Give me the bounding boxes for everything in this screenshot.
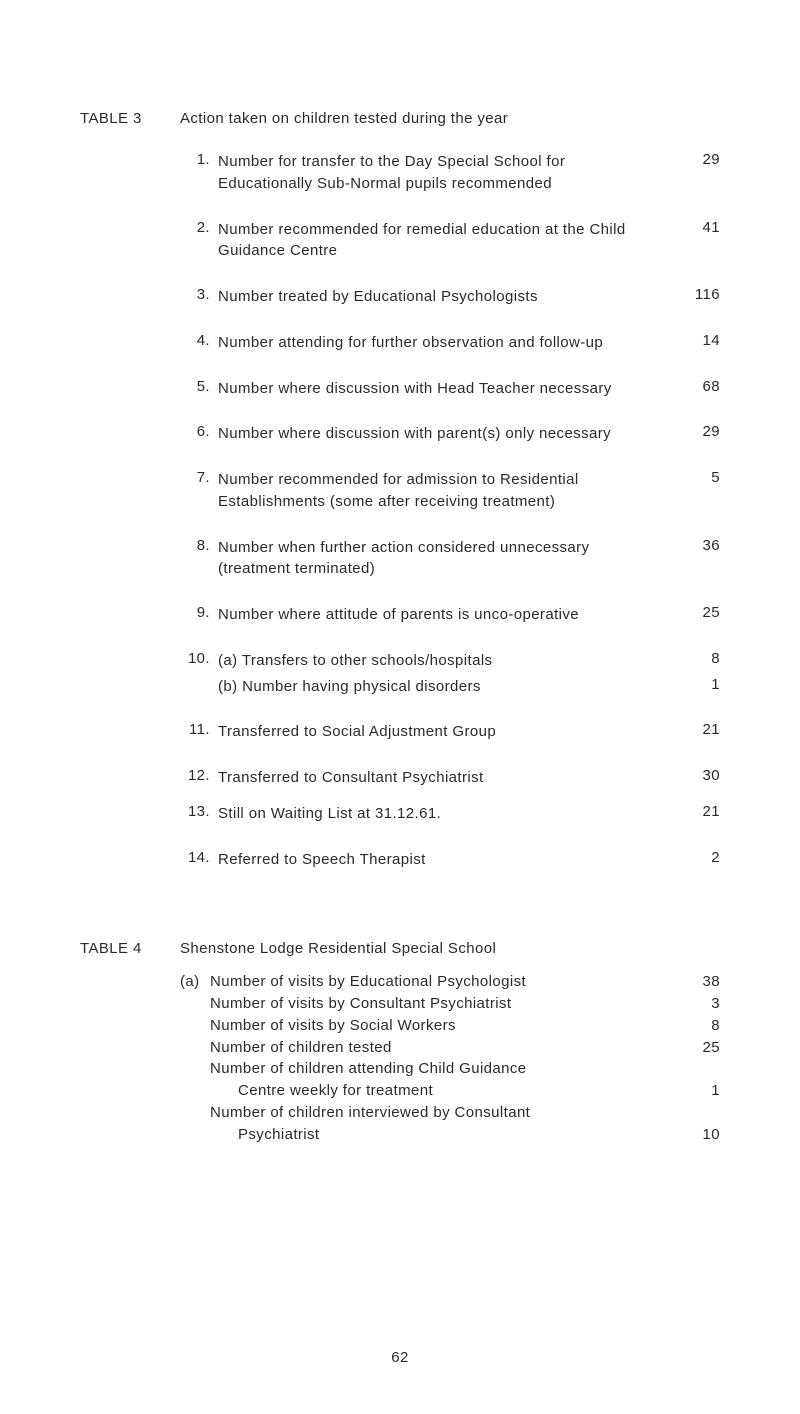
row-value: 8 [670,1015,720,1037]
row-number: 7. [180,469,218,486]
table-row: Number of visits by Social Workers 8 [180,1015,720,1037]
row-value: 8 [670,650,720,667]
row-text: (a) Transfers to other schools/hospitals [218,650,670,672]
table-row: 14. Referred to Speech Therapist 2 [180,849,720,871]
row-value: 1 [670,676,720,693]
row-number: 14. [180,849,218,866]
table-row: 9. Number where attitude of parents is u… [180,604,720,626]
row-number: 12. [180,767,218,784]
table-3-title: Action taken on children tested during t… [180,110,720,127]
table-row: 6. Number where discussion with parent(s… [180,423,720,445]
table-4: TABLE 4 Shenstone Lodge Residential Spec… [80,940,720,1145]
row-number: 5. [180,378,218,395]
table-row: 10. (a) Transfers to other schools/hospi… [180,650,720,672]
row-text: Number of visits by Consultant Psychiatr… [210,993,670,1015]
row-text: Psychiatrist [210,1124,670,1146]
row-number: 8. [180,537,218,554]
row-text: Number where discussion with Head Teache… [218,378,670,400]
row-text: Number where attitude of parents is unco… [218,604,670,626]
table-row: 4. Number attending for further observat… [180,332,720,354]
row-value: 5 [670,469,720,486]
row-text: Number recommended for remedial educatio… [218,219,670,263]
row-text: Still on Waiting List at 31.12.61. [218,803,670,825]
row-number: 6. [180,423,218,440]
table-row: Number of visits by Consultant Psychiatr… [180,993,720,1015]
table-row: 3. Number treated by Educational Psychol… [180,286,720,308]
table-row: Number of children attending Child Guida… [180,1058,720,1080]
table-row: (a) Number of visits by Educational Psyc… [180,971,720,993]
row-text: Number treated by Educational Psychologi… [218,286,670,308]
row-value: 25 [670,604,720,621]
page-number: 62 [0,1349,800,1366]
row-text: Centre weekly for treatment [210,1080,670,1102]
table-row: 13. Still on Waiting List at 31.12.61. 2… [180,803,720,825]
row-text: Transferred to Social Adjustment Group [218,721,670,743]
row-text: (b) Number having physical disorders [218,676,670,698]
row-marker: (a) [180,971,210,993]
row-number: 4. [180,332,218,349]
row-value: 1 [670,1080,720,1102]
table-row: (b) Number having physical disorders 1 [180,676,720,698]
row-value: 21 [670,721,720,738]
row-text: Number attending for further observation… [218,332,670,354]
row-value: 36 [670,537,720,554]
row-number: 10. [180,650,218,667]
row-text: Number of children interviewed by Consul… [210,1102,670,1124]
row-text: Number recommended for admission to Resi… [218,469,670,513]
row-value: 29 [670,423,720,440]
row-number: 13. [180,803,218,820]
table-row: 11. Transferred to Social Adjustment Gro… [180,721,720,743]
row-text: Number where discussion with parent(s) o… [218,423,670,445]
table-row: 1. Number for transfer to the Day Specia… [180,151,720,195]
table-row: Number of children tested 25 [180,1037,720,1059]
table-4-body: Shenstone Lodge Residential Special Scho… [180,940,720,1145]
table-3-body: Action taken on children tested during t… [180,110,720,870]
row-value: 38 [670,971,720,993]
table-row: Number of children interviewed by Consul… [180,1102,720,1124]
row-text: Number of visits by Educational Psycholo… [210,971,670,993]
table-4-label: TABLE 4 [80,940,180,1145]
row-text: Number for transfer to the Day Special S… [218,151,670,195]
row-text: Referred to Speech Therapist [218,849,670,871]
row-value: 68 [670,378,720,395]
document-page: TABLE 3 Action taken on children tested … [0,0,800,1414]
row-text: Number of visits by Social Workers [210,1015,670,1037]
table-row: 5. Number where discussion with Head Tea… [180,378,720,400]
table-row: Psychiatrist 10 [180,1124,720,1146]
row-number: 2. [180,219,218,236]
row-value: 21 [670,803,720,820]
table-row: 7. Number recommended for admission to R… [180,469,720,513]
table-4-title: Shenstone Lodge Residential Special Scho… [180,940,720,957]
row-number: 1. [180,151,218,168]
row-number: 3. [180,286,218,303]
row-value: 29 [670,151,720,168]
row-value: 14 [670,332,720,349]
row-text: Transferred to Consultant Psychiatrist [218,767,670,789]
table-3-label: TABLE 3 [80,110,180,870]
row-text: Number of children attending Child Guida… [210,1058,670,1080]
row-value: 116 [670,286,720,303]
row-text: Number of children tested [210,1037,670,1059]
table-row: 8. Number when further action considered… [180,537,720,581]
table-3: TABLE 3 Action taken on children tested … [80,110,720,870]
row-value: 25 [670,1037,720,1059]
row-text: Number when further action considered un… [218,537,670,581]
table-row: Centre weekly for treatment 1 [180,1080,720,1102]
row-number: 11. [180,721,218,738]
table-row: 2. Number recommended for remedial educa… [180,219,720,263]
row-number: 9. [180,604,218,621]
row-value: 10 [670,1124,720,1146]
row-value: 2 [670,849,720,866]
row-value: 3 [670,993,720,1015]
table-row: 12. Transferred to Consultant Psychiatri… [180,767,720,789]
row-value: 41 [670,219,720,236]
row-value: 30 [670,767,720,784]
